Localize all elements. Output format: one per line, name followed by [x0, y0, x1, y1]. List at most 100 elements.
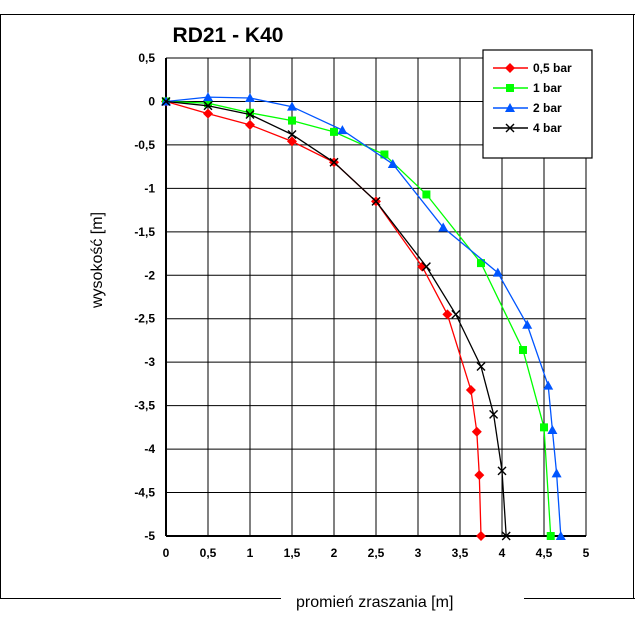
data-point-marker — [501, 531, 511, 541]
x-tick-label: 2,5 — [368, 546, 385, 560]
legend-item: 4 bar — [493, 121, 562, 135]
series-2-bar — [161, 92, 566, 540]
legend-item: 0,5 bar — [493, 61, 572, 75]
marker-stroke — [451, 309, 461, 319]
data-point-marker — [245, 119, 255, 130]
y-tick-label: -0,5 — [134, 138, 155, 152]
data-point-marker — [245, 92, 255, 102]
data-point-marker — [505, 103, 515, 112]
y-tick-label: -3,5 — [134, 399, 155, 413]
data-point-marker — [551, 468, 562, 478]
series-line — [165, 100, 482, 537]
data-point-marker — [477, 259, 485, 268]
data-point-marker — [422, 190, 431, 199]
data-point-marker — [492, 267, 503, 277]
x-tick-labels: 0 0,5 1 1,5 2 2,5 3 3,5 4 4,5 5 — [163, 546, 590, 560]
data-point-marker — [287, 129, 297, 139]
y-tick-label: 0,5 — [138, 51, 155, 65]
data-point-marker — [489, 409, 499, 419]
data-point-marker — [203, 108, 213, 119]
legend: 0,5 bar 1 bar 2 bar 4 bar — [482, 49, 593, 159]
legend-item: 2 bar — [493, 101, 562, 115]
y-tick-label: 0 — [148, 94, 155, 108]
marker-stroke — [203, 101, 213, 111]
frame-bottom-right-line — [524, 598, 635, 599]
frame-bottom-left-line — [0, 598, 281, 599]
axes — [165, 58, 586, 537]
data-point-marker — [519, 346, 527, 355]
y-tick-label: -2,5 — [134, 312, 155, 326]
marker-stroke — [501, 531, 511, 541]
data-point-marker — [387, 159, 398, 169]
marker-stroke — [371, 196, 381, 206]
data-point-marker — [204, 99, 212, 108]
data-point-marker — [505, 123, 515, 133]
data-point-marker — [330, 127, 338, 136]
data-point-marker — [288, 116, 296, 125]
data-point-marker — [329, 157, 339, 167]
legend-label: 4 bar — [533, 121, 562, 135]
data-point-marker — [505, 63, 515, 73]
data-point-marker — [337, 125, 348, 135]
y-tick-label: -1 — [144, 181, 155, 195]
data-point-marker — [451, 309, 461, 319]
series-line — [165, 100, 507, 537]
data-point-marker — [522, 319, 533, 329]
x-tick-label: 2 — [331, 546, 338, 560]
legend-item: 1 bar — [493, 81, 562, 95]
data-point-marker — [246, 108, 254, 117]
data-point-marker — [465, 384, 476, 395]
data-point-marker — [476, 362, 486, 372]
marker-stroke — [489, 409, 499, 419]
x-tick-label: 1 — [247, 546, 254, 560]
data-point-marker — [161, 96, 171, 106]
frame-left-line — [0, 14, 1, 598]
data-point-marker — [506, 84, 514, 92]
y-axis-label: wysokość [m] — [89, 212, 106, 309]
series-4-bar — [161, 96, 511, 541]
data-point-marker — [287, 136, 297, 147]
marker-stroke — [497, 466, 507, 476]
x-tick-label: 5 — [583, 546, 590, 560]
data-point-marker — [547, 424, 558, 434]
x-tick-label: 4 — [499, 546, 506, 560]
y-tick-label: -5 — [144, 529, 155, 543]
marker-stroke — [287, 129, 297, 139]
data-point-marker — [371, 196, 381, 206]
series-group — [161, 92, 566, 541]
y-tick-label: -4,5 — [134, 486, 155, 500]
x-tick-label: 1,5 — [284, 546, 301, 560]
x-tick-label: 3,5 — [452, 546, 469, 560]
legend-label: 1 bar — [533, 81, 562, 95]
y-tick-label: -4 — [144, 442, 155, 456]
chart-title: RD21 - K40 — [173, 24, 284, 47]
frame-right-line — [633, 14, 634, 598]
y-tick-label: -2 — [144, 268, 155, 282]
x-tick-label: 0,5 — [200, 546, 217, 560]
marker-stroke — [505, 123, 515, 133]
data-point-marker — [471, 426, 482, 437]
data-point-marker — [421, 262, 431, 272]
x-axis-label: promień zraszania [m] — [296, 594, 454, 611]
data-point-marker — [203, 92, 213, 102]
data-point-marker — [442, 309, 453, 320]
marker-stroke — [245, 109, 255, 119]
y-tick-label: -3 — [144, 355, 155, 369]
legend-label: 0,5 bar — [533, 61, 572, 75]
marker-stroke — [161, 96, 171, 106]
marker-stroke — [476, 362, 486, 372]
data-point-marker — [245, 109, 255, 119]
data-point-marker — [438, 222, 449, 232]
x-tick-label: 3 — [415, 546, 422, 560]
marker-stroke — [421, 262, 431, 272]
y-tick-label: -1,5 — [134, 225, 155, 239]
frame-top-line — [0, 14, 635, 15]
x-tick-label: 4,5 — [536, 546, 553, 560]
marker-stroke — [329, 157, 339, 167]
legend-label: 2 bar — [533, 101, 562, 115]
data-point-marker — [380, 150, 389, 159]
x-tick-label: 0 — [163, 546, 170, 560]
data-point-marker — [476, 531, 486, 541]
data-point-marker — [497, 466, 507, 476]
